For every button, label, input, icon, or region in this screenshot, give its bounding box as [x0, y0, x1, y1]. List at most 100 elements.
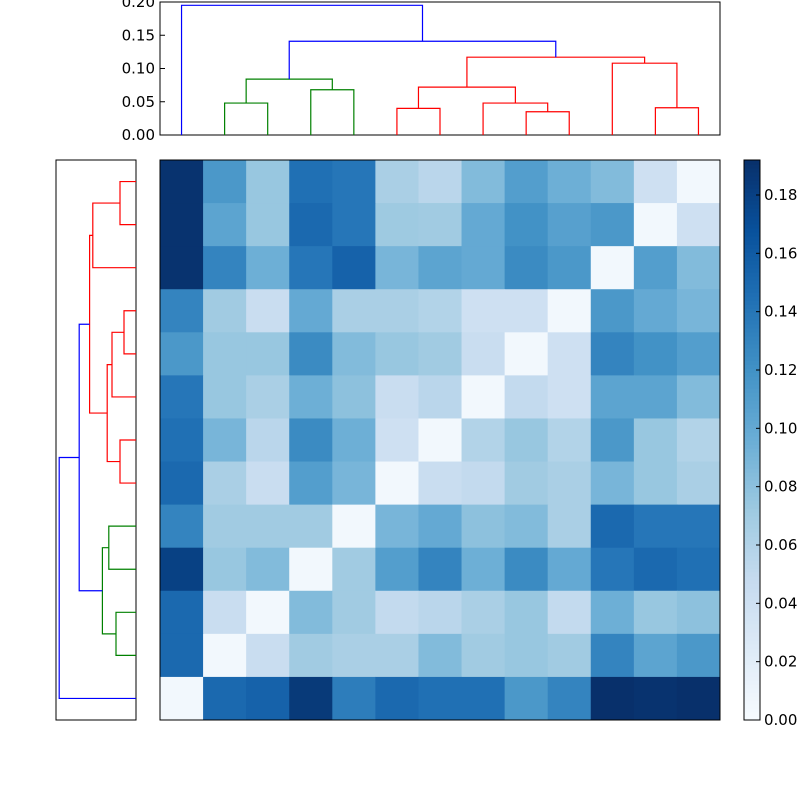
- heatmap-cell: [676, 160, 721, 204]
- heatmap-cell: [633, 418, 678, 463]
- colorbar-segment: [744, 388, 760, 393]
- colorbar-segment: [744, 680, 760, 685]
- colorbar-segment: [744, 716, 760, 721]
- colorbar-tick-label: 0.02: [764, 653, 797, 671]
- heatmap-cell: [375, 547, 419, 592]
- heatmap-cell: [289, 633, 333, 678]
- heatmap-cell: [375, 461, 419, 506]
- colorbar-segment: [744, 528, 760, 533]
- colorbar-segment: [744, 652, 760, 657]
- heatmap-cell: [289, 676, 333, 721]
- colorbar-segment: [744, 216, 760, 221]
- heatmap-cell: [332, 504, 376, 549]
- heatmap-cell: [504, 547, 549, 592]
- colorbar-segment: [744, 488, 760, 493]
- heatmap-cell: [375, 418, 419, 463]
- colorbar-segment: [744, 496, 760, 501]
- heatmap-cell: [633, 160, 678, 204]
- colorbar-segment: [744, 348, 760, 353]
- heatmap-cell: [332, 461, 376, 506]
- colorbar-segment: [744, 284, 760, 289]
- heatmap-cell: [676, 375, 721, 419]
- colorbar-segment: [744, 572, 760, 577]
- colorbar-segment: [744, 352, 760, 357]
- heatmap-cell: [461, 633, 506, 678]
- heatmap-cell: [590, 590, 635, 635]
- heatmap-cell: [504, 332, 549, 376]
- heatmap-cell: [461, 547, 506, 592]
- colorbar-segment: [744, 700, 760, 705]
- colorbar-segment: [744, 332, 760, 337]
- heatmap-cell: [633, 504, 678, 549]
- top-dendrogram-link: [611, 62, 678, 135]
- left-dendrogram-link: [108, 525, 136, 570]
- heatmap-cell: [418, 289, 463, 333]
- heatmap-cell: [676, 203, 721, 247]
- colorbar-segment: [744, 712, 760, 717]
- colorbar-segment: [744, 268, 760, 273]
- colorbar-segment: [744, 180, 760, 185]
- heatmap-cell: [203, 160, 247, 204]
- heatmap-cell: [676, 547, 721, 592]
- colorbar-segment: [744, 272, 760, 277]
- heatmap-cell: [375, 289, 419, 333]
- colorbar-tick-label: 0.06: [764, 536, 797, 554]
- colorbar-segment: [744, 444, 760, 449]
- colorbar-segment: [744, 704, 760, 709]
- colorbar-segment: [744, 200, 760, 205]
- heatmap-cell: [332, 676, 376, 721]
- heatmap-cell: [633, 590, 678, 635]
- heatmap-cell: [461, 461, 506, 506]
- top-dendrogram-tick-label: 0.15: [122, 26, 155, 44]
- heatmap-cell: [547, 676, 592, 721]
- colorbar-segment: [744, 376, 760, 381]
- heatmap-cell: [418, 203, 463, 247]
- colorbar-segment: [744, 204, 760, 209]
- heatmap-cell: [633, 375, 678, 419]
- heatmap-cell: [547, 289, 592, 333]
- colorbar-segment: [744, 600, 760, 605]
- heatmap-cell: [203, 246, 247, 290]
- colorbar-segment: [744, 468, 760, 473]
- heatmap-cell: [246, 332, 290, 376]
- heatmap-cell: [633, 547, 678, 592]
- heatmap-cell: [676, 461, 721, 506]
- colorbar-segment: [744, 232, 760, 237]
- colorbar-segment: [744, 212, 760, 217]
- colorbar-segment: [744, 208, 760, 213]
- heatmap-cell: [461, 289, 506, 333]
- heatmap-cell: [590, 676, 635, 721]
- heatmap-cell: [547, 246, 592, 290]
- heatmap-cell: [332, 590, 376, 635]
- colorbar-segment: [744, 624, 760, 629]
- colorbar-segment: [744, 224, 760, 229]
- heatmap-cell: [418, 676, 463, 721]
- left-dendrogram-link: [58, 456, 136, 700]
- heatmap-cell: [160, 418, 204, 463]
- left-dendrogram: [55, 159, 137, 721]
- heatmap-cell: [203, 289, 247, 333]
- colorbar-segment: [744, 292, 760, 297]
- heatmap-cell: [504, 590, 549, 635]
- heatmap-cell: [590, 160, 635, 204]
- heatmap-cell: [160, 375, 204, 419]
- heatmap-cell: [246, 246, 290, 290]
- colorbar-segment: [744, 168, 760, 173]
- colorbar-segment: [744, 508, 760, 513]
- colorbar-segment: [744, 160, 760, 165]
- colorbar-segment: [744, 296, 760, 301]
- colorbar-segment: [744, 660, 760, 665]
- left-dendrogram-link: [106, 364, 120, 463]
- colorbar-segment: [744, 656, 760, 661]
- colorbar-segment: [744, 324, 760, 329]
- colorbar-segment: [744, 228, 760, 233]
- colorbar-segment: [744, 432, 760, 437]
- heatmap-cell: [633, 332, 678, 376]
- colorbar-segment: [744, 580, 760, 585]
- top-dendrogram-link: [466, 56, 646, 88]
- heatmap-cell: [289, 160, 333, 204]
- heatmap-cell: [504, 246, 549, 290]
- colorbar-segment: [744, 708, 760, 713]
